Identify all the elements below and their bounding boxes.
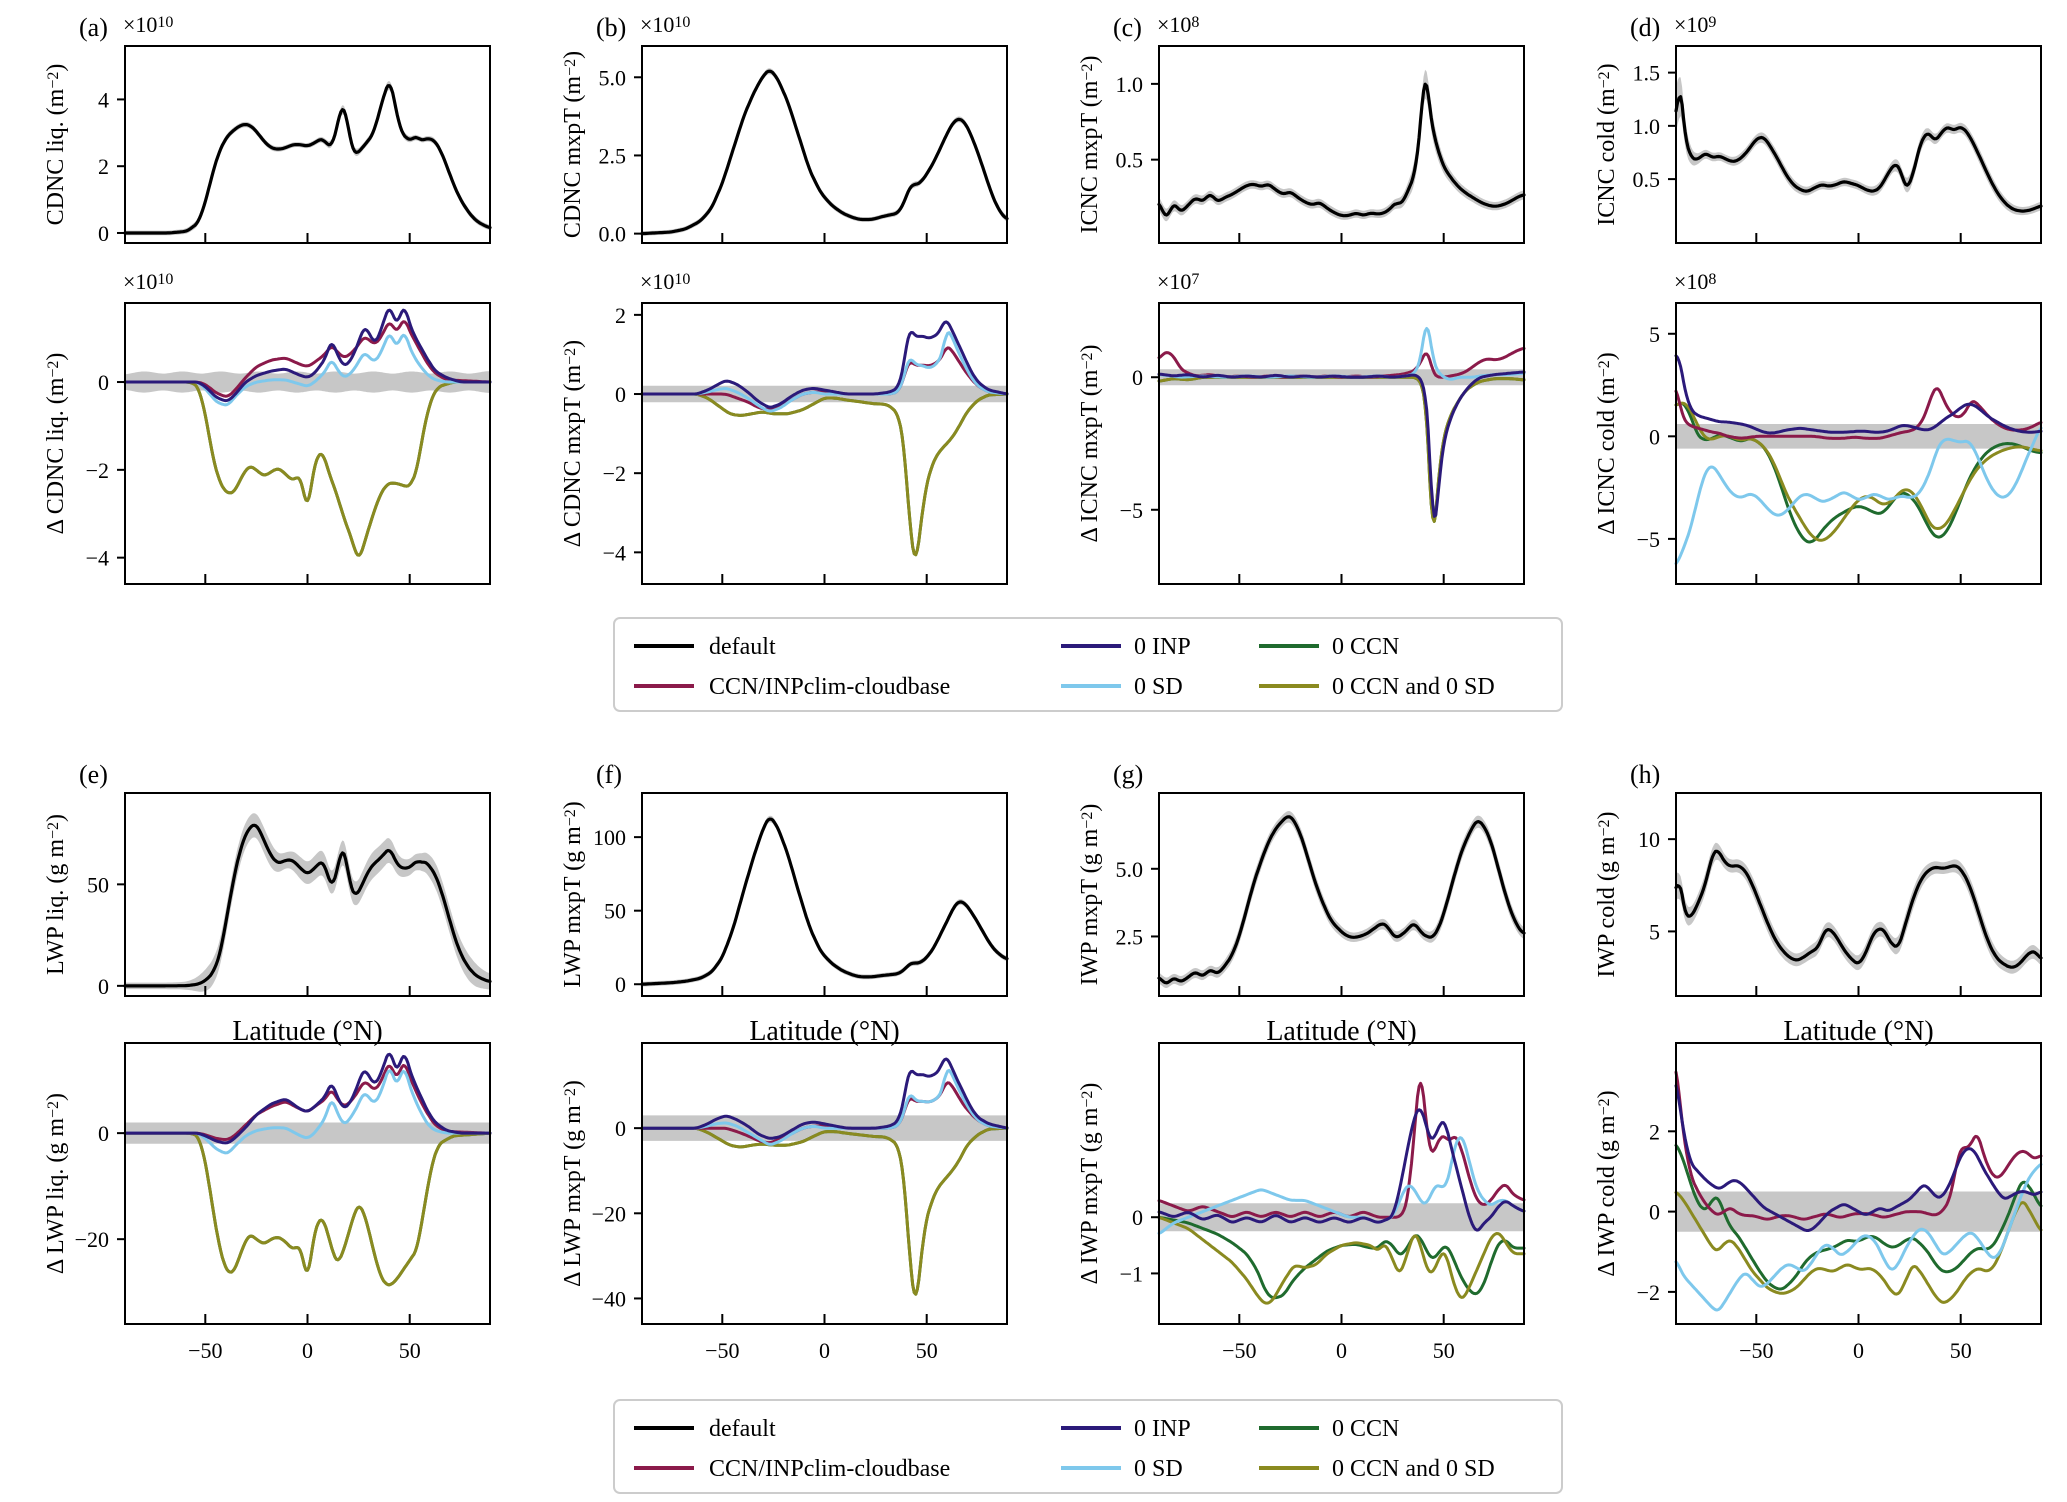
svg-text:0.5: 0.5 — [1633, 167, 1661, 192]
svg-text:−2: −2 — [603, 461, 626, 486]
svg-text:2: 2 — [98, 154, 109, 179]
svg-text:−20: −20 — [592, 1201, 626, 1226]
svg-text:50: 50 — [604, 899, 626, 924]
svg-text:5: 5 — [1649, 322, 1660, 347]
svg-text:50: 50 — [916, 1338, 938, 1363]
svg-text:0 CCN and 0 SD: 0 CCN and 0 SD — [1332, 674, 1495, 700]
svg-text:−50: −50 — [188, 1338, 222, 1363]
svg-text:(h): (h) — [1630, 760, 1660, 789]
svg-text:0.5: 0.5 — [1116, 148, 1144, 173]
svg-text:ICNC mxpT (m−2): ICNC mxpT (m−2) — [1077, 56, 1103, 234]
svg-text:0 INP: 0 INP — [1134, 1416, 1191, 1442]
svg-text:5.0: 5.0 — [599, 65, 627, 90]
svg-text:−4: −4 — [86, 546, 109, 571]
svg-text:2: 2 — [615, 303, 626, 328]
svg-text:0: 0 — [615, 1116, 626, 1141]
svg-text:−2: −2 — [1637, 1280, 1660, 1305]
svg-text:−50: −50 — [1739, 1338, 1773, 1363]
svg-text:0 SD: 0 SD — [1134, 1456, 1183, 1482]
svg-text:−50: −50 — [1222, 1338, 1256, 1363]
svg-text:50: 50 — [1950, 1338, 1972, 1363]
svg-text:Δ CDNC liq. (m−2): Δ CDNC liq. (m−2) — [43, 353, 69, 535]
svg-text:2: 2 — [1649, 1119, 1660, 1144]
svg-text:0: 0 — [615, 972, 626, 997]
svg-text:LWP mxpT (g m−2): LWP mxpT (g m−2) — [560, 801, 586, 988]
svg-text:(c): (c) — [1113, 13, 1142, 42]
svg-text:(f): (f) — [596, 760, 622, 789]
svg-text:0: 0 — [98, 221, 109, 246]
svg-text:0: 0 — [1132, 365, 1143, 390]
svg-text:Δ LWP mxpT (g m−2): Δ LWP mxpT (g m−2) — [560, 1080, 586, 1287]
svg-text:0.0: 0.0 — [599, 222, 627, 247]
svg-text:Δ IWP mxpT (g m−2): Δ IWP mxpT (g m−2) — [1077, 1083, 1103, 1285]
svg-text:Δ ICNC cold (m−2): Δ ICNC cold (m−2) — [1594, 352, 1620, 534]
svg-text:50: 50 — [399, 1338, 421, 1363]
svg-text:Δ IWP cold (g m−2): Δ IWP cold (g m−2) — [1594, 1090, 1620, 1276]
svg-text:−20: −20 — [75, 1227, 109, 1252]
svg-text:0: 0 — [302, 1338, 313, 1363]
svg-text:(a): (a) — [79, 13, 108, 42]
svg-text:0 CCN: 0 CCN — [1332, 1416, 1399, 1442]
svg-text:0: 0 — [1649, 424, 1660, 449]
svg-text:−40: −40 — [592, 1286, 626, 1311]
svg-text:50: 50 — [87, 872, 109, 897]
svg-text:Δ ICNC mxpT (m−2): Δ ICNC mxpT (m−2) — [1077, 344, 1103, 542]
svg-text:0: 0 — [98, 370, 109, 395]
svg-text:−50: −50 — [705, 1338, 739, 1363]
svg-text:IWP mxpT (g m−2): IWP mxpT (g m−2) — [1077, 804, 1103, 986]
svg-text:0 INP: 0 INP — [1134, 634, 1191, 660]
svg-text:default: default — [709, 634, 776, 660]
svg-text:50: 50 — [1433, 1338, 1455, 1363]
svg-text:CCN/INPclim-cloudbase: CCN/INPclim-cloudbase — [709, 674, 950, 700]
svg-text:−1: −1 — [1120, 1261, 1143, 1286]
svg-text:−5: −5 — [1120, 498, 1143, 523]
svg-text:0: 0 — [98, 1121, 109, 1146]
svg-text:(d): (d) — [1630, 13, 1660, 42]
svg-text:1.0: 1.0 — [1116, 72, 1144, 97]
svg-text:(b): (b) — [596, 13, 626, 42]
svg-text:(e): (e) — [79, 760, 108, 789]
svg-text:1.0: 1.0 — [1633, 114, 1661, 139]
svg-text:Δ CDNC mxpT (m−2): Δ CDNC mxpT (m−2) — [560, 340, 586, 547]
svg-text:CCN/INPclim-cloudbase: CCN/INPclim-cloudbase — [709, 1456, 950, 1482]
svg-text:0: 0 — [98, 974, 109, 999]
svg-text:0 CCN and 0 SD: 0 CCN and 0 SD — [1332, 1456, 1495, 1482]
svg-text:2.5: 2.5 — [599, 143, 627, 168]
svg-text:Δ LWP liq. (g m−2): Δ LWP liq. (g m−2) — [43, 1093, 69, 1274]
svg-text:−4: −4 — [603, 540, 626, 565]
svg-text:CDNC mxpT (m−2): CDNC mxpT (m−2) — [560, 51, 586, 238]
svg-text:0 CCN: 0 CCN — [1332, 634, 1399, 660]
svg-text:(g): (g) — [1113, 760, 1143, 789]
svg-text:0: 0 — [1132, 1205, 1143, 1230]
svg-text:0: 0 — [1336, 1338, 1347, 1363]
svg-text:0: 0 — [819, 1338, 830, 1363]
svg-text:1.5: 1.5 — [1633, 61, 1661, 86]
svg-text:10: 10 — [1638, 827, 1660, 852]
svg-text:−2: −2 — [86, 458, 109, 483]
svg-text:5: 5 — [1649, 919, 1660, 944]
svg-text:−5: −5 — [1637, 527, 1660, 552]
svg-text:5.0: 5.0 — [1116, 857, 1144, 882]
svg-text:100: 100 — [593, 825, 626, 850]
svg-text:0: 0 — [1853, 1338, 1864, 1363]
svg-text:0: 0 — [615, 382, 626, 407]
svg-text:2.5: 2.5 — [1116, 924, 1144, 949]
svg-text:0: 0 — [1649, 1200, 1660, 1225]
svg-text:default: default — [709, 1416, 776, 1442]
svg-text:4: 4 — [98, 87, 109, 112]
svg-text:0 SD: 0 SD — [1134, 674, 1183, 700]
